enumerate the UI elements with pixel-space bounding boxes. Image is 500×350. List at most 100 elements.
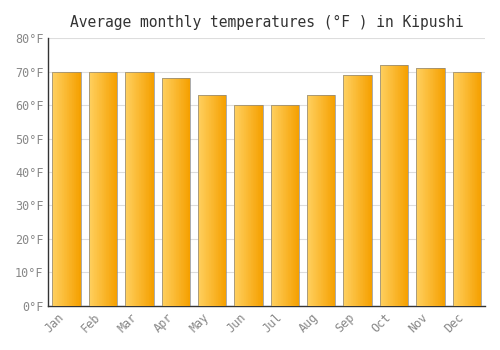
Bar (91, 72, 92, 306)
Bar (350, 75, 352, 306)
Bar (63, 72, 64, 306)
Bar (344, 75, 372, 306)
Bar (284, 105, 285, 306)
Bar (368, 75, 369, 306)
Bar (136, 72, 137, 306)
Bar (146, 72, 147, 306)
Bar (295, 105, 296, 306)
Bar (243, 105, 244, 306)
Bar (359, 75, 360, 306)
Bar (457, 72, 458, 306)
Bar (274, 105, 275, 306)
Bar (472, 72, 473, 306)
Bar (152, 72, 153, 306)
Bar (259, 105, 260, 306)
Bar (397, 65, 398, 306)
Bar (145, 72, 146, 306)
Bar (466, 72, 467, 306)
Bar (479, 72, 480, 306)
Bar (248, 105, 249, 306)
Bar (183, 78, 184, 306)
Bar (216, 95, 217, 306)
Bar (398, 65, 399, 306)
Bar (396, 65, 397, 306)
Bar (71, 72, 72, 306)
Bar (96, 72, 98, 306)
Bar (460, 72, 461, 306)
Bar (257, 105, 258, 306)
Bar (242, 105, 243, 306)
Bar (424, 68, 426, 306)
Bar (272, 105, 273, 306)
Bar (407, 65, 408, 306)
Bar (326, 95, 327, 306)
Bar (138, 72, 140, 306)
Bar (422, 68, 424, 306)
Bar (58, 72, 59, 306)
Bar (318, 95, 319, 306)
Bar (61, 72, 62, 306)
Bar (166, 78, 167, 306)
Bar (434, 68, 436, 306)
Bar (112, 72, 113, 306)
Bar (150, 72, 152, 306)
Bar (356, 75, 357, 306)
Bar (328, 95, 329, 306)
Bar (476, 72, 478, 306)
Bar (427, 68, 428, 306)
Bar (184, 78, 185, 306)
Bar (100, 72, 101, 306)
Bar (294, 105, 295, 306)
Bar (285, 105, 286, 306)
Bar (102, 72, 103, 306)
Bar (320, 95, 322, 306)
Bar (307, 95, 308, 306)
Bar (64, 72, 65, 306)
Bar (437, 68, 438, 306)
Bar (370, 75, 371, 306)
Bar (178, 78, 180, 306)
Bar (234, 105, 235, 306)
Bar (185, 78, 186, 306)
Bar (113, 72, 114, 306)
Bar (401, 65, 402, 306)
Bar (237, 105, 238, 306)
Bar (329, 95, 330, 306)
Bar (168, 78, 170, 306)
Bar (133, 72, 134, 306)
Bar (312, 95, 314, 306)
Bar (288, 105, 289, 306)
Bar (175, 78, 176, 306)
Bar (362, 75, 364, 306)
Bar (213, 95, 214, 306)
Bar (344, 75, 345, 306)
Bar (406, 65, 407, 306)
Bar (135, 72, 136, 306)
Bar (275, 105, 276, 306)
Bar (478, 72, 479, 306)
Bar (258, 105, 259, 306)
Bar (52, 72, 53, 306)
Bar (53, 72, 54, 306)
Bar (277, 105, 278, 306)
Bar (389, 65, 390, 306)
Bar (103, 72, 104, 306)
Bar (164, 78, 165, 306)
Bar (249, 105, 250, 306)
Bar (52, 72, 80, 306)
Bar (244, 105, 245, 306)
Bar (60, 72, 61, 306)
Bar (421, 68, 422, 306)
Bar (55, 72, 56, 306)
Bar (73, 72, 74, 306)
Bar (76, 72, 77, 306)
Bar (400, 65, 401, 306)
Bar (316, 95, 317, 306)
Bar (480, 72, 481, 306)
Bar (474, 72, 476, 306)
Bar (62, 72, 63, 306)
Bar (352, 75, 354, 306)
Bar (436, 68, 437, 306)
Bar (93, 72, 94, 306)
Bar (330, 95, 331, 306)
